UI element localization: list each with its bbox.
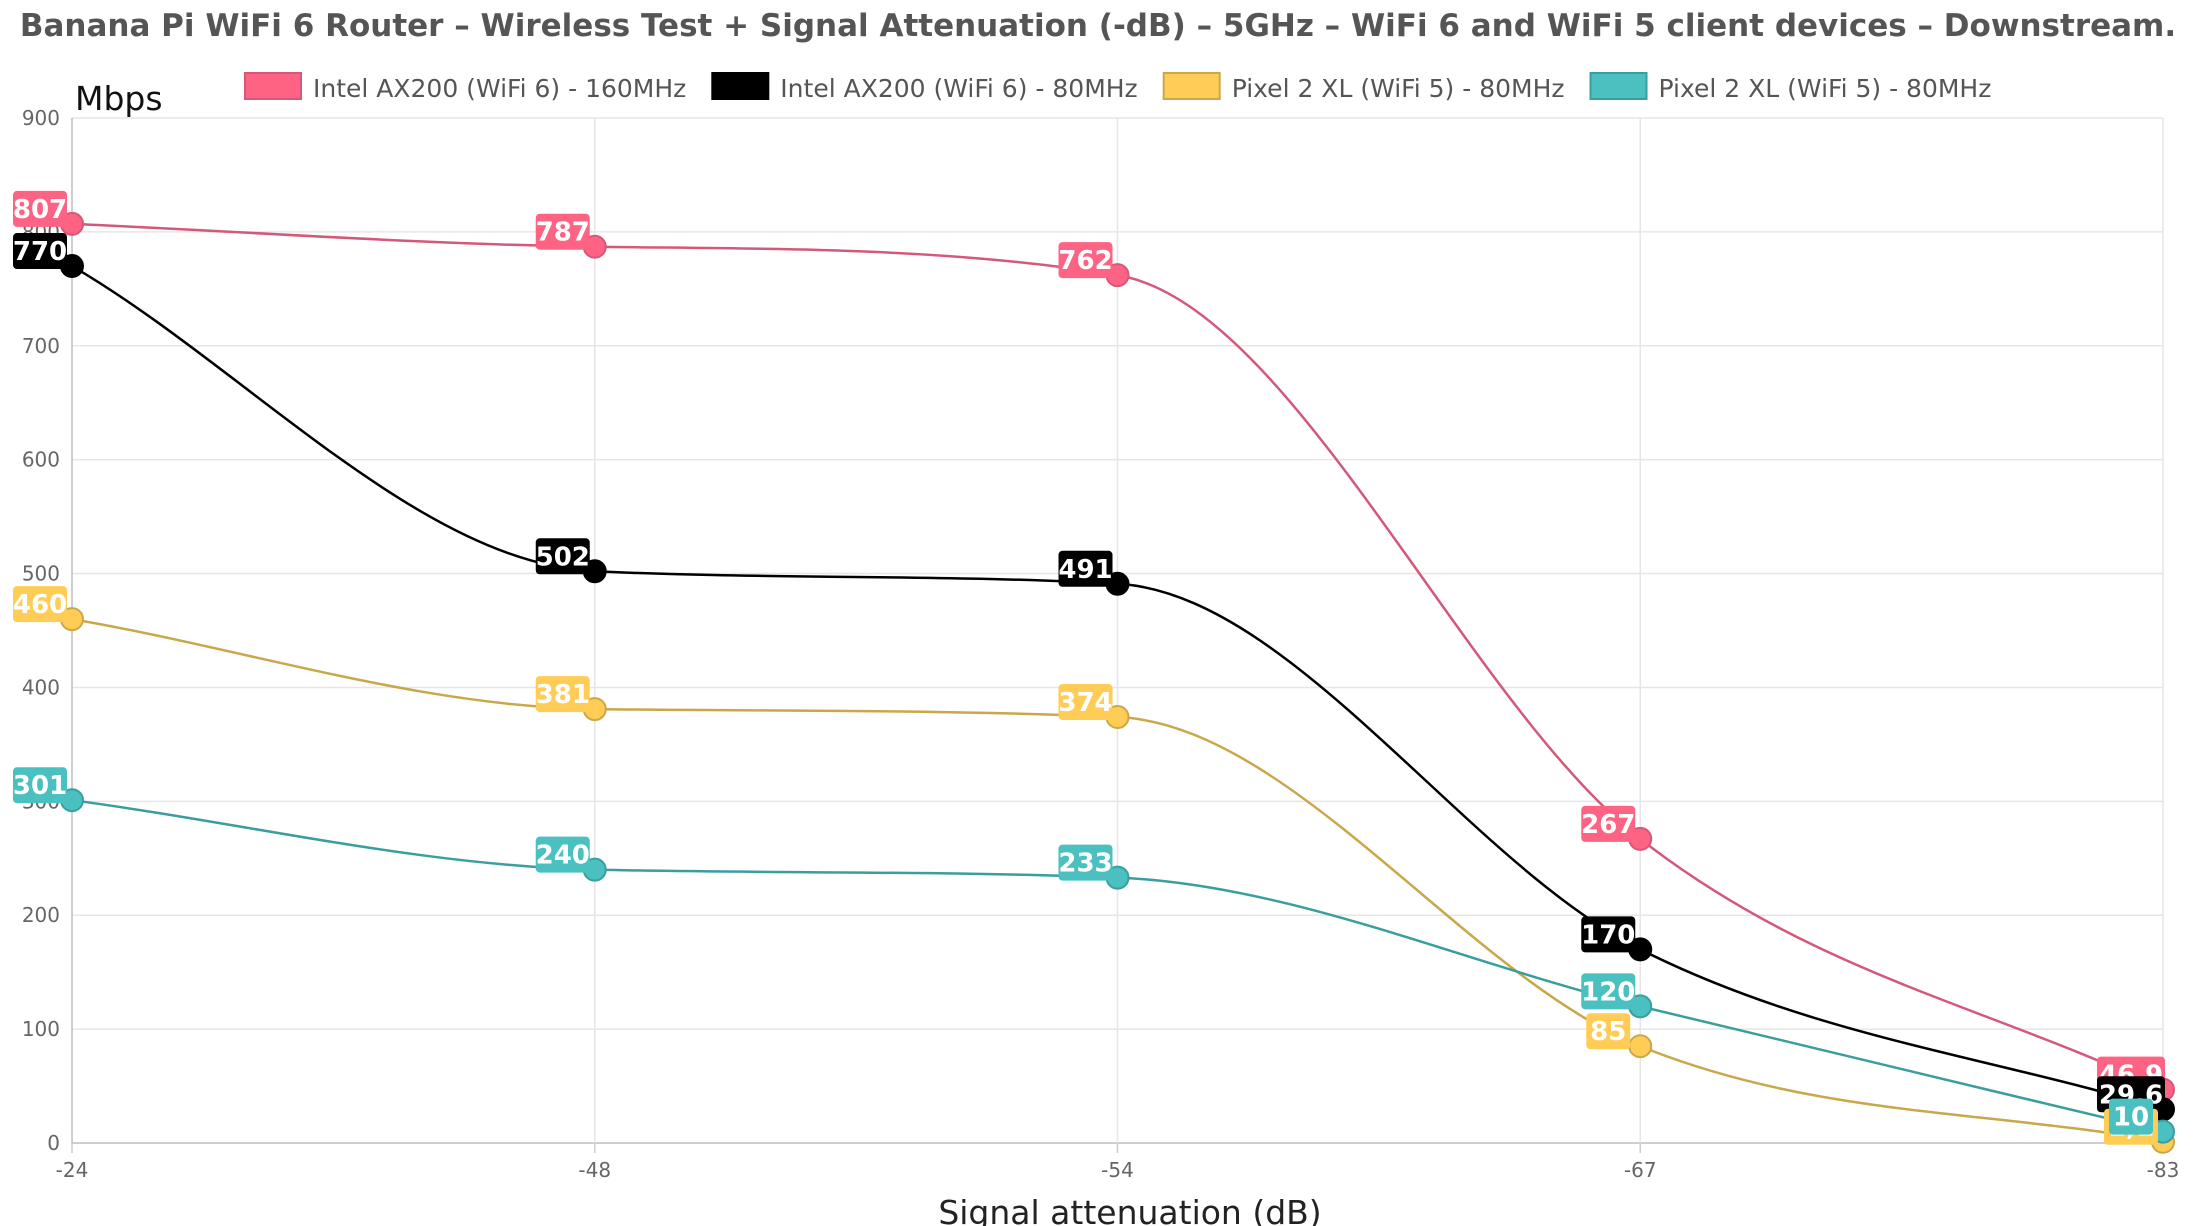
legend[interactable]: Intel AX200 (WiFi 6) - 160MHz Intel AX200… <box>244 72 1992 103</box>
legend-swatch <box>711 72 770 100</box>
y-axis-label: Mbps <box>75 79 163 118</box>
data-label: 491 <box>1058 550 1113 587</box>
data-label-text: 807 <box>13 195 67 225</box>
data-label-text: 10 <box>2113 1103 2149 1133</box>
data-label-box <box>1581 973 1636 1010</box>
x-tick-label: -48 <box>578 1158 611 1182</box>
data-label: 460 <box>13 586 67 623</box>
data-label: 762 <box>1058 242 1113 279</box>
data-label-text: 120 <box>1581 977 1635 1007</box>
data-label: 240 <box>535 836 590 873</box>
data-label: 170 <box>1581 916 1636 953</box>
data-label-box <box>13 767 67 804</box>
legend-label: Pixel 2 XL (WiFi 5) - 80MHz <box>1659 74 1992 103</box>
data-label-box <box>1581 805 1636 842</box>
data-label-text: 85 <box>1590 1017 1626 1047</box>
data-label: 10 <box>2109 1098 2153 1135</box>
data-label: 502 <box>535 538 590 575</box>
y-tick-label: 0 <box>47 1131 60 1155</box>
data-label: 301 <box>13 767 67 804</box>
legend-swatch <box>1162 72 1221 100</box>
data-label-text: 233 <box>1058 849 1112 879</box>
data-label-text: 301 <box>13 771 67 801</box>
data-label-text: 502 <box>536 542 590 572</box>
data-label: 374 <box>1058 684 1113 721</box>
data-label-text: 240 <box>536 841 590 871</box>
data-label-box <box>535 538 590 575</box>
data-label: 770 <box>13 233 67 270</box>
legend-swatch <box>1589 72 1648 100</box>
data-label-text: 374 <box>1058 688 1112 718</box>
data-label-box <box>13 233 67 270</box>
data-label: 381 <box>535 676 590 713</box>
data-label: 267 <box>1581 805 1636 842</box>
legend-item[interactable]: Pixel 2 XL (WiFi 5) - 80MHz <box>1162 72 1565 103</box>
x-tick-label: -83 <box>2147 1158 2180 1182</box>
data-label-text: 460 <box>13 590 67 620</box>
y-tick-label: 100 <box>22 1017 60 1041</box>
data-label-box <box>535 213 590 250</box>
series-line <box>71 222 2164 1091</box>
legend-label: Intel AX200 (WiFi 6) - 160MHz <box>313 74 686 103</box>
y-tick-label: 600 <box>22 448 60 472</box>
x-axis: -24 -48 -54 -67 -83 <box>56 1158 2180 1182</box>
data-label: 233 <box>1058 844 1113 881</box>
data-label-box <box>13 586 67 623</box>
data-label: 120 <box>1581 973 1636 1010</box>
data-point[interactable] <box>1628 1034 1653 1059</box>
data-label-text: 267 <box>1581 810 1635 840</box>
data-label-text: 787 <box>536 218 590 248</box>
y-tick-label: 200 <box>22 903 60 927</box>
data-label-text: 762 <box>1058 246 1112 276</box>
chart-title: Banana Pi WiFi 6 Router – Wireless Test … <box>20 8 2176 44</box>
legend-label: Intel AX200 (WiFi 6) - 80MHz <box>780 74 1137 103</box>
legend-item[interactable]: Pixel 2 XL (WiFi 5) - 80MHz <box>1589 72 1992 103</box>
data-label: 807 <box>13 190 67 227</box>
data-label-text: 491 <box>1058 555 1112 585</box>
legend-item[interactable]: Intel AX200 (WiFi 6) - 160MHz <box>244 72 686 103</box>
data-label-box <box>1058 550 1113 587</box>
y-tick-label: 500 <box>22 562 60 586</box>
data-label: 85 <box>1586 1013 1631 1050</box>
data-label-box <box>1058 684 1113 721</box>
data-label-text: 381 <box>536 680 590 710</box>
data-label-box <box>2109 1098 2153 1135</box>
legend-label: Pixel 2 XL (WiFi 5) - 80MHz <box>1232 74 1565 103</box>
data-label-box <box>535 676 590 713</box>
y-tick-label: 700 <box>22 334 60 358</box>
data-label-text: 170 <box>1581 920 1635 950</box>
data-label-box <box>1581 916 1636 953</box>
x-axis-label: Signal attenuation (dB) <box>938 1193 1321 1226</box>
data-label-box <box>13 190 67 227</box>
data-label-box <box>535 836 590 873</box>
data-label-box <box>1586 1013 1631 1050</box>
y-tick-label: 900 <box>22 106 60 130</box>
x-tick-label: -54 <box>1101 1158 1134 1182</box>
x-tick-label: -67 <box>1624 1158 1657 1182</box>
data-label-box <box>1058 844 1113 881</box>
legend-swatch <box>244 72 302 100</box>
y-tick-label: 400 <box>22 675 60 699</box>
legend-item[interactable]: Intel AX200 (WiFi 6) - 80MHz <box>711 72 1138 103</box>
x-tick-label: -24 <box>56 1158 89 1182</box>
data-label-box <box>1058 242 1113 279</box>
data-label-text: 770 <box>13 237 67 267</box>
data-label: 787 <box>535 213 590 250</box>
